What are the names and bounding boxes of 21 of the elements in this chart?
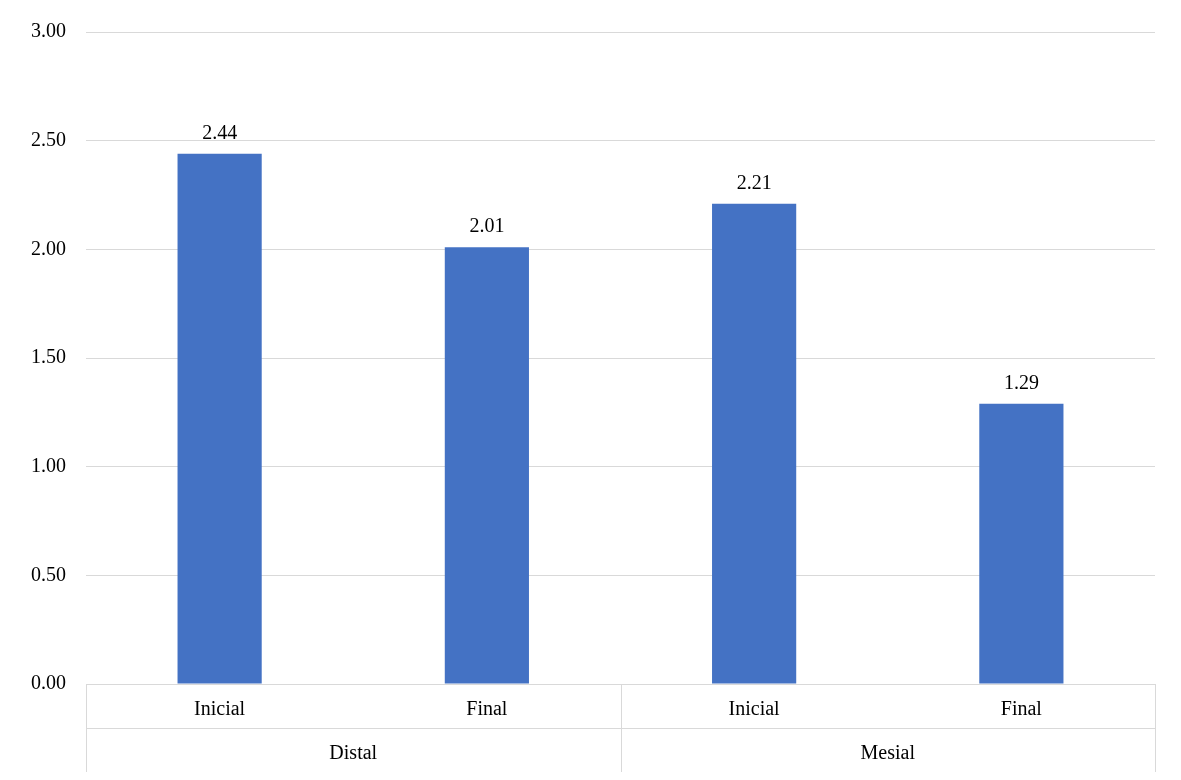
y-tick-label: 2.50: [31, 127, 66, 150]
y-tick-label: 3.00: [31, 19, 66, 42]
data-label: 2.01: [469, 214, 505, 237]
text: Mesial: [860, 741, 916, 764]
bar: [712, 203, 797, 684]
bar: [444, 247, 529, 684]
bar: [979, 403, 1064, 684]
data-label: 2.44: [202, 120, 238, 143]
bar: [177, 153, 262, 684]
x-tick-label: Inicial: [194, 697, 246, 720]
text: Distal: [329, 741, 378, 764]
y-tick-label: 1.50: [31, 345, 66, 368]
x-tick-label: Final: [466, 697, 508, 720]
data-label: 2.21: [736, 170, 772, 193]
x-tick-label: Inicial: [728, 697, 781, 720]
x-tick-label: Final: [1000, 697, 1043, 720]
y-tick-label: 2.00: [31, 236, 66, 259]
data-label: 1.29: [1003, 370, 1039, 393]
y-tick-label: 0.00: [31, 671, 66, 694]
y-tick-label: 1.00: [31, 453, 66, 476]
y-tick-label: 0.50: [31, 562, 66, 585]
